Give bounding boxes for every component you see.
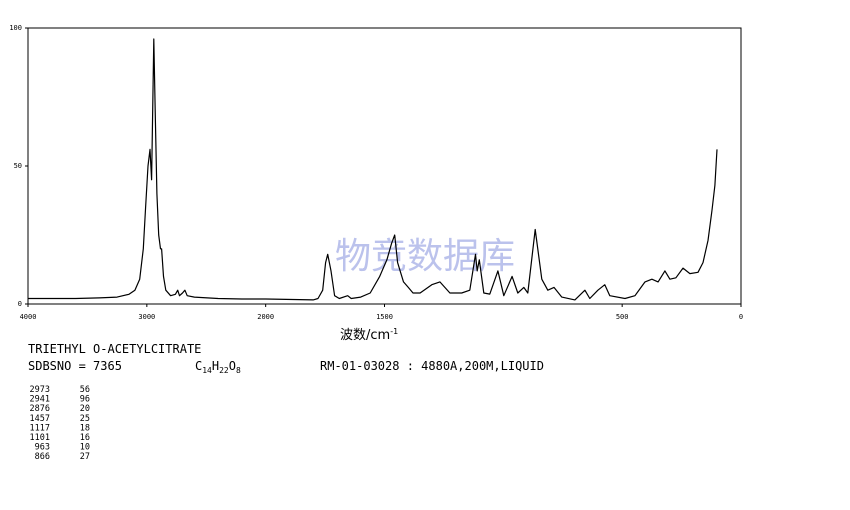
compound-name: TRIETHYL O-ACETYLCITRATE [28,342,201,356]
spectrum-line [28,38,718,301]
sdbs-number: SDBSNO = 7365 [28,359,122,373]
peak-wavenumber: 1117 [30,423,50,433]
peak-wavenumber: 963 [35,443,50,453]
formula-subscript: 22 [219,366,229,375]
peak-wavenumber: 2876 [30,404,50,414]
x-tick-label: 0 [739,313,743,321]
peak-intensity: 56 [80,385,90,395]
x-tick-label: 3000 [138,313,155,321]
peak-intensity: 10 [80,443,90,453]
y-tick-label: 0 [18,300,22,308]
x-tick-label: 500 [616,313,629,321]
peak-intensity: 96 [80,395,90,405]
y-tick-label: 50 [14,162,22,170]
peak-intensity: 18 [80,423,90,433]
x-tick-label: 1500 [376,313,393,321]
formula-part: O [229,359,236,373]
conditions: RM-01-03028 : 4880A,200M,LIQUID [320,359,544,373]
peak-wavenumber: 1101 [30,433,50,443]
y-tick-label: 100 [9,24,22,32]
watermark: 物竞数据库 [335,236,515,277]
x-tick-label: 4000 [20,313,37,321]
peak-wavenumber: 866 [35,452,50,462]
formula: C14H22O8 [195,359,241,375]
peak-intensity: 25 [80,414,90,424]
x-axis-label-text: 波数/cm [340,328,390,343]
peak-wavenumber: 1457 [30,414,50,424]
formula-part: H [212,359,219,373]
x-axis-label-superscript: -1 [390,327,398,336]
peak-intensity: 27 [80,452,90,462]
peak-wavenumber: 2973 [30,385,50,395]
formula-subscript: 8 [236,366,241,375]
x-tick-label: 2000 [257,313,274,321]
formula-subscript: 14 [202,366,212,375]
x-axis-label: 波数/cm-1 [340,327,398,343]
peak-intensity: 16 [80,433,90,443]
formula-part: C [195,359,202,373]
peak-wavenumber: 2941 [30,395,50,405]
peak-intensity: 20 [80,404,90,414]
